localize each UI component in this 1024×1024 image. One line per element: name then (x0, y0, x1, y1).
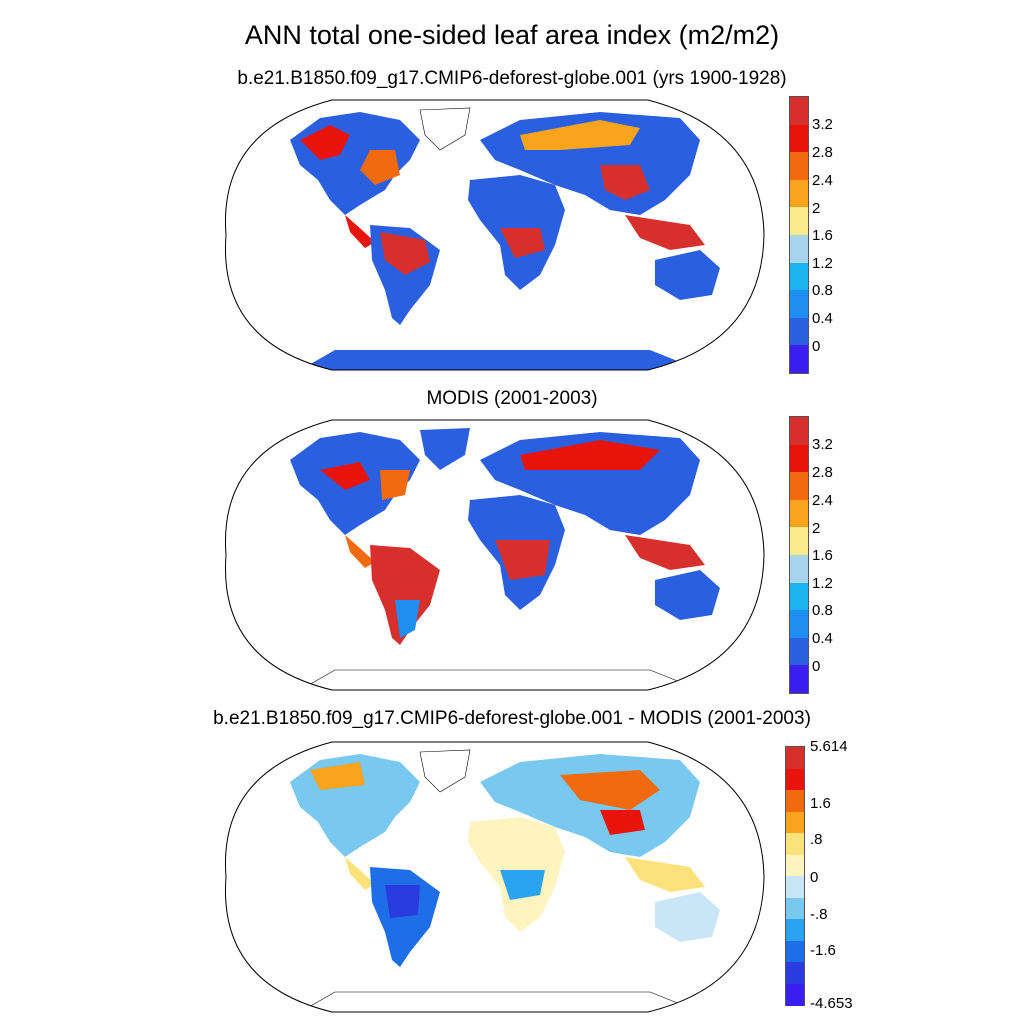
colorbar-swatch (790, 555, 808, 584)
greenland (419, 107, 471, 151)
colorbar-label: 1.6 (810, 795, 831, 812)
south-america (370, 545, 440, 645)
colorbar-label: -.8 (810, 906, 828, 923)
colorbar-label: 1.6 (812, 227, 833, 244)
colorbar-label: 1.2 (812, 575, 833, 592)
panel1-colorbar (789, 96, 809, 374)
colorbar-swatch (790, 235, 808, 264)
colorbar-swatch (790, 207, 808, 236)
colorbar-swatch (790, 290, 808, 319)
colorbar-label: 0 (812, 658, 821, 675)
colorbar-swatch (786, 854, 804, 877)
colorbar-swatch (790, 444, 808, 473)
colorbar-label: 2.4 (812, 492, 833, 509)
colorbar-swatch (786, 833, 804, 855)
colorbar-label: 3.2 (812, 116, 833, 133)
colorbar-label: 0.8 (812, 602, 833, 619)
colorbar-swatch (790, 317, 808, 346)
antarctica (300, 350, 700, 370)
panel2-colorbar (789, 416, 809, 694)
colorbar-swatch (786, 768, 804, 791)
colorbar-label: 0.8 (812, 282, 833, 299)
colorbar-label: 2 (812, 520, 821, 537)
colorbar-swatch (786, 876, 804, 898)
colorbar-label: 0 (812, 338, 821, 355)
colorbar-swatch (790, 345, 808, 374)
colorbar-swatch (790, 499, 808, 528)
colorbar-swatch (786, 747, 804, 769)
panel3-subtitle: b.e21.B1850.f09_g17.CMIP6-deforest-globe… (213, 708, 811, 729)
colorbar-label: -1.6 (810, 942, 836, 959)
colorbar-swatch (790, 472, 808, 501)
colorbar-swatch (790, 637, 808, 666)
australia (655, 250, 720, 300)
colorbar-label: 1.6 (812, 547, 833, 564)
south-america (370, 225, 440, 325)
africa (468, 175, 565, 290)
panel1-subtitle: b.e21.B1850.f09_g17.CMIP6-deforest-globe… (237, 68, 787, 89)
colorbar-swatch (786, 919, 804, 941)
colorbar-label: 0.4 (812, 630, 833, 647)
figure-title: ANN total one-sided leaf area index (m2/… (244, 20, 780, 50)
eurasia (480, 112, 700, 215)
colorbar-swatch (790, 582, 808, 611)
colorbar-swatch (790, 665, 808, 694)
colorbar-swatch (790, 610, 808, 639)
colorbar-label: 2.4 (812, 172, 833, 189)
central-america (345, 215, 375, 248)
panel3-colorbar (785, 746, 805, 1006)
colorbar-swatch (786, 897, 804, 920)
colorbar-label: 1.2 (812, 255, 833, 272)
colorbar-swatch (790, 262, 808, 291)
colorbar-swatch (790, 97, 808, 126)
panel2-subtitle: MODIS (2001-2003) (426, 388, 598, 409)
colorbar-label: 3.2 (812, 436, 833, 453)
colorbar-swatch (786, 811, 804, 834)
colorbar-swatch (786, 983, 804, 1006)
colorbar-label: 0 (810, 869, 819, 886)
colorbar-swatch (790, 527, 808, 556)
colorbar-swatch (790, 417, 808, 446)
colorbar-swatch (786, 962, 804, 984)
colorbar-label: .8 (810, 831, 823, 848)
colorbar-swatch (790, 124, 808, 153)
colorbar-label: 5.614 (810, 738, 848, 755)
north-america (290, 112, 420, 215)
colorbar-swatch (786, 940, 804, 963)
colorbar-label: -4.653 (810, 995, 853, 1012)
colorbar-label: 2 (812, 200, 821, 217)
colorbar-label: 2.8 (812, 464, 833, 481)
colorbar-label: 0.4 (812, 310, 833, 327)
colorbar-swatch (790, 179, 808, 208)
colorbar-swatch (786, 790, 804, 812)
colorbar-swatch (790, 152, 808, 181)
colorbar-label: 2.8 (812, 144, 833, 161)
